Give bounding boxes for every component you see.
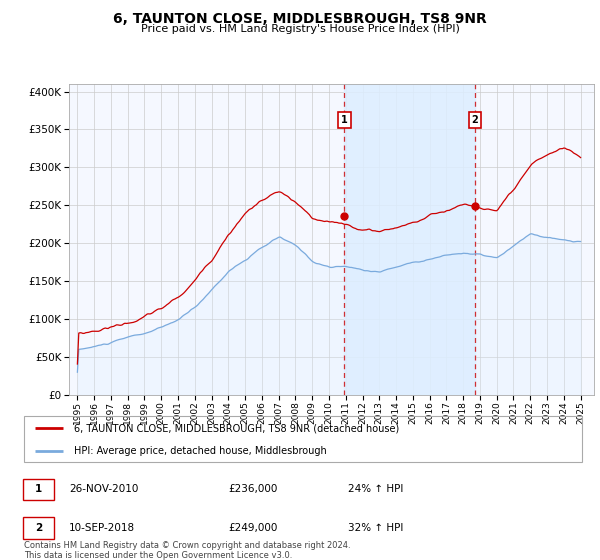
- Text: 1: 1: [341, 115, 348, 125]
- Point: [470, 202, 480, 211]
- Point: [340, 212, 349, 221]
- Text: Price paid vs. HM Land Registry's House Price Index (HPI): Price paid vs. HM Land Registry's House …: [140, 24, 460, 34]
- Text: Contains HM Land Registry data © Crown copyright and database right 2024.
This d: Contains HM Land Registry data © Crown c…: [24, 541, 350, 560]
- Text: £236,000: £236,000: [228, 484, 277, 494]
- Text: 24% ↑ HPI: 24% ↑ HPI: [348, 484, 403, 494]
- Text: 32% ↑ HPI: 32% ↑ HPI: [348, 522, 403, 533]
- Text: 10-SEP-2018: 10-SEP-2018: [69, 522, 135, 533]
- Bar: [344, 84, 475, 395]
- Text: 1: 1: [35, 484, 42, 494]
- Text: 6, TAUNTON CLOSE, MIDDLESBROUGH, TS8 9NR (detached house): 6, TAUNTON CLOSE, MIDDLESBROUGH, TS8 9NR…: [74, 423, 400, 433]
- Text: 2: 2: [35, 522, 42, 533]
- Text: 6, TAUNTON CLOSE, MIDDLESBROUGH, TS8 9NR: 6, TAUNTON CLOSE, MIDDLESBROUGH, TS8 9NR: [113, 12, 487, 26]
- Text: 26-NOV-2010: 26-NOV-2010: [69, 484, 139, 494]
- Text: £249,000: £249,000: [228, 522, 277, 533]
- Text: HPI: Average price, detached house, Middlesbrough: HPI: Average price, detached house, Midd…: [74, 446, 327, 455]
- Text: 2: 2: [472, 115, 478, 125]
